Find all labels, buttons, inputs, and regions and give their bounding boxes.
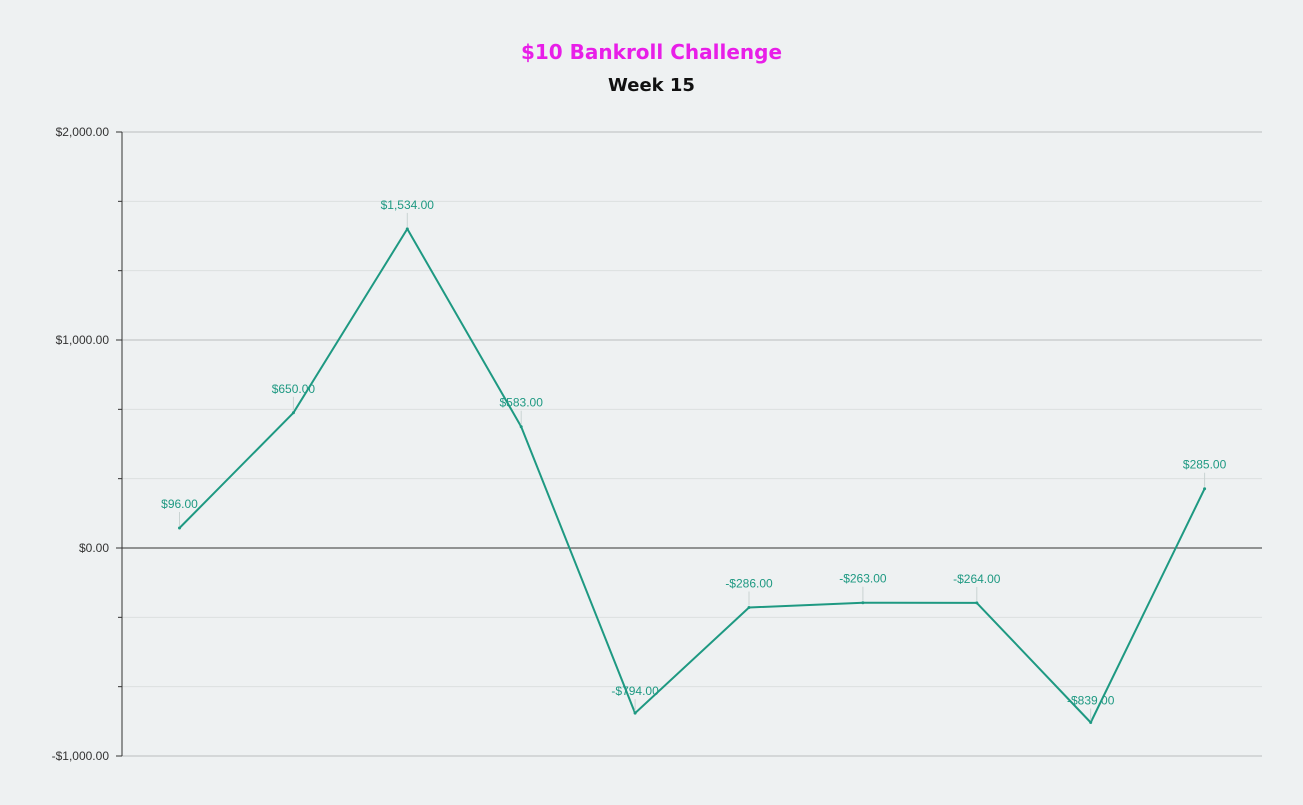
- data-label: -$839.00: [1067, 694, 1115, 708]
- y-tick-label: $1,000.00: [56, 333, 110, 347]
- data-label: -$263.00: [839, 572, 887, 586]
- data-point: [405, 227, 409, 231]
- data-label: $1,534.00: [381, 198, 435, 212]
- data-point: [519, 425, 523, 429]
- data-point: [975, 601, 979, 605]
- y-tick-label: $2,000.00: [56, 125, 110, 139]
- data-point: [1203, 487, 1207, 491]
- y-tick-label: -$1,000.00: [52, 749, 110, 763]
- data-point: [291, 411, 295, 415]
- data-point: [1089, 721, 1093, 725]
- data-label: -$264.00: [953, 572, 1001, 586]
- y-tick-label: $0.00: [79, 541, 109, 555]
- data-label: $96.00: [161, 497, 198, 511]
- data-label: $285.00: [1183, 458, 1227, 472]
- data-point: [178, 526, 181, 530]
- data-point: [747, 605, 751, 609]
- chart-title: $10 Bankroll Challenge: [520, 40, 783, 64]
- data-label: $583.00: [500, 396, 544, 410]
- data-label: $650.00: [272, 382, 316, 396]
- data-label: -$286.00: [725, 576, 773, 590]
- series-line: [178, 227, 1206, 724]
- data-label: -$794.00: [611, 684, 659, 698]
- data-point: [861, 601, 865, 605]
- chart-subtitle: Week 15: [608, 75, 695, 96]
- data-point: [633, 711, 637, 715]
